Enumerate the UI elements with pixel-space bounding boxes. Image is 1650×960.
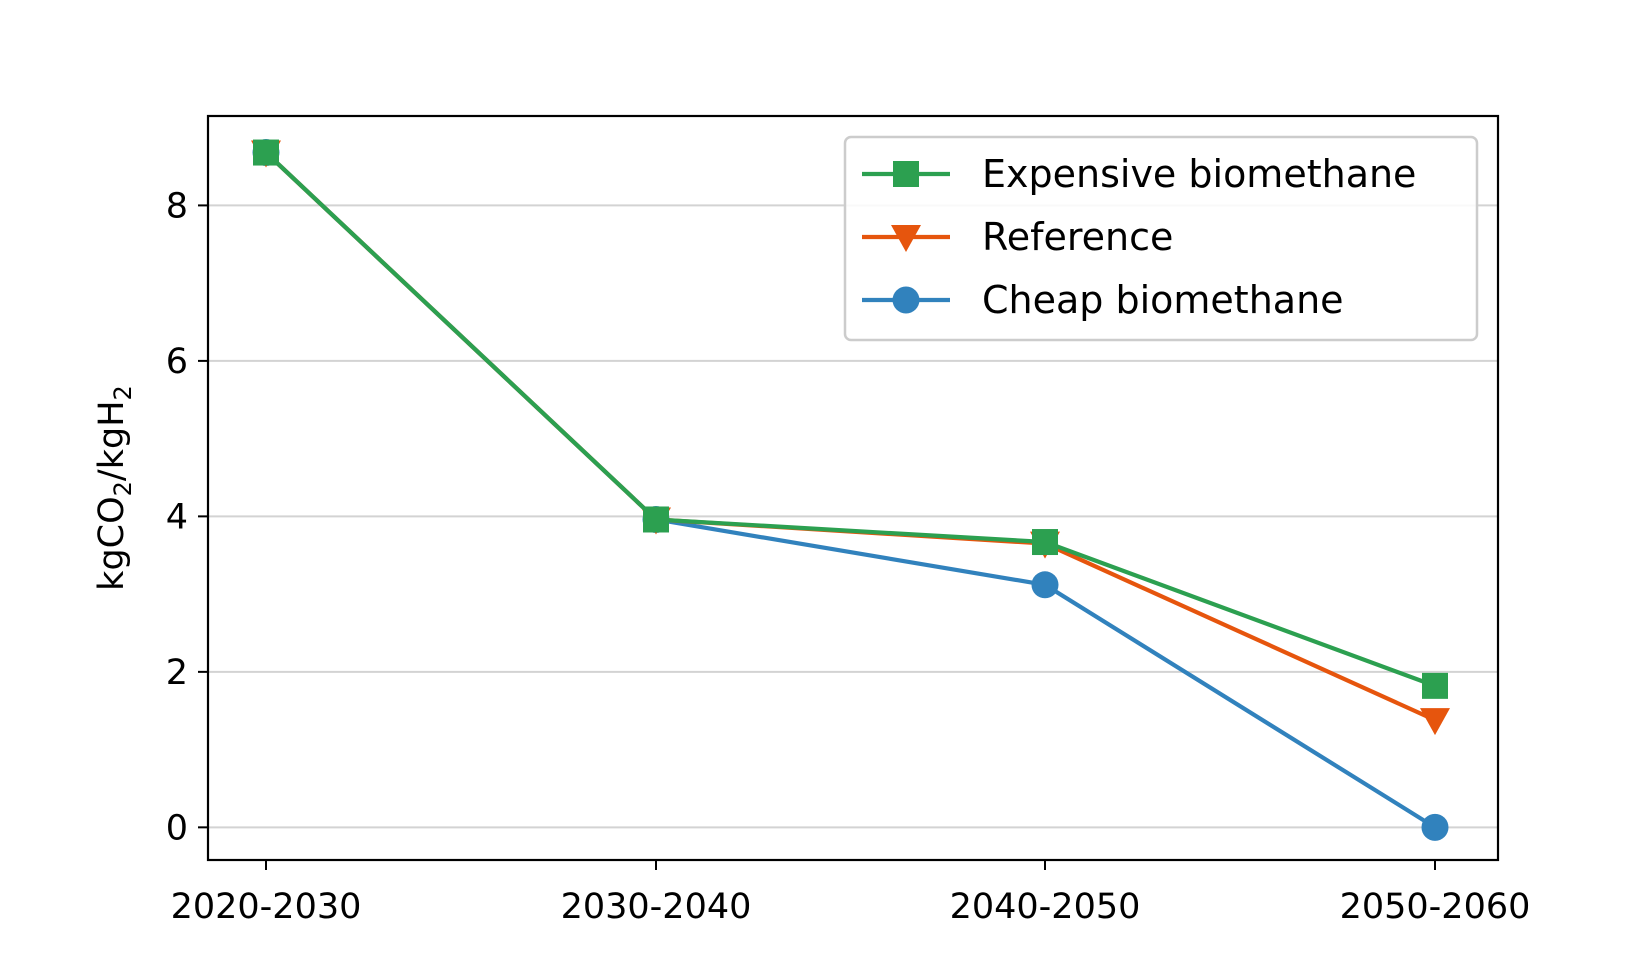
x-axis: 2020-2030 2030-2040 2040-2050 2050-2060 — [171, 860, 1531, 927]
data-point — [1032, 529, 1058, 556]
data-point — [1420, 708, 1450, 736]
data-point — [1422, 672, 1448, 699]
y-tick-label: 4 — [166, 497, 188, 537]
legend: Expensive biomethane Reference Cheap biome… — [843, 135, 1479, 342]
x-tick-label: 2050-2060 — [1340, 887, 1531, 927]
data-point — [253, 139, 279, 166]
legend-marker — [892, 286, 920, 314]
y-tick-label: 0 — [166, 808, 188, 848]
x-tick-label: 2020-2030 — [171, 887, 362, 927]
series-group — [251, 139, 1450, 841]
series-line — [264, 151, 1436, 688]
plot-frame — [206, 114, 1500, 862]
series-expensive-biomethane — [253, 139, 1448, 699]
y-tick-label: 6 — [166, 342, 188, 382]
y-axis-label-part-2: /kgH — [92, 400, 132, 481]
data-point — [643, 506, 669, 533]
legend-label: Expensive biomethane — [982, 152, 1416, 196]
y-axis-label: kgCO2/kgH2 — [92, 385, 137, 591]
x-tick-label: 2040-2050 — [950, 887, 1141, 927]
data-point — [1031, 571, 1059, 599]
y-tick-label: 8 — [166, 186, 188, 226]
legend-box — [843, 135, 1479, 342]
y-axis-label-part-1: kgCO — [92, 496, 132, 590]
y-axis-label-sub-1: 2 — [109, 481, 137, 496]
y-axis: 0 2 4 6 8 — [166, 186, 208, 848]
legend-label: Reference — [982, 215, 1173, 259]
y-tick-label: 2 — [166, 653, 188, 693]
legend-label: Cheap biomethane — [982, 278, 1344, 322]
y-axis-label-sub-2: 2 — [109, 385, 137, 400]
legend-marker — [893, 161, 919, 187]
x-tick-label: 2030-2040 — [561, 887, 752, 927]
legend-marker — [891, 225, 921, 252]
data-point — [1421, 813, 1449, 841]
